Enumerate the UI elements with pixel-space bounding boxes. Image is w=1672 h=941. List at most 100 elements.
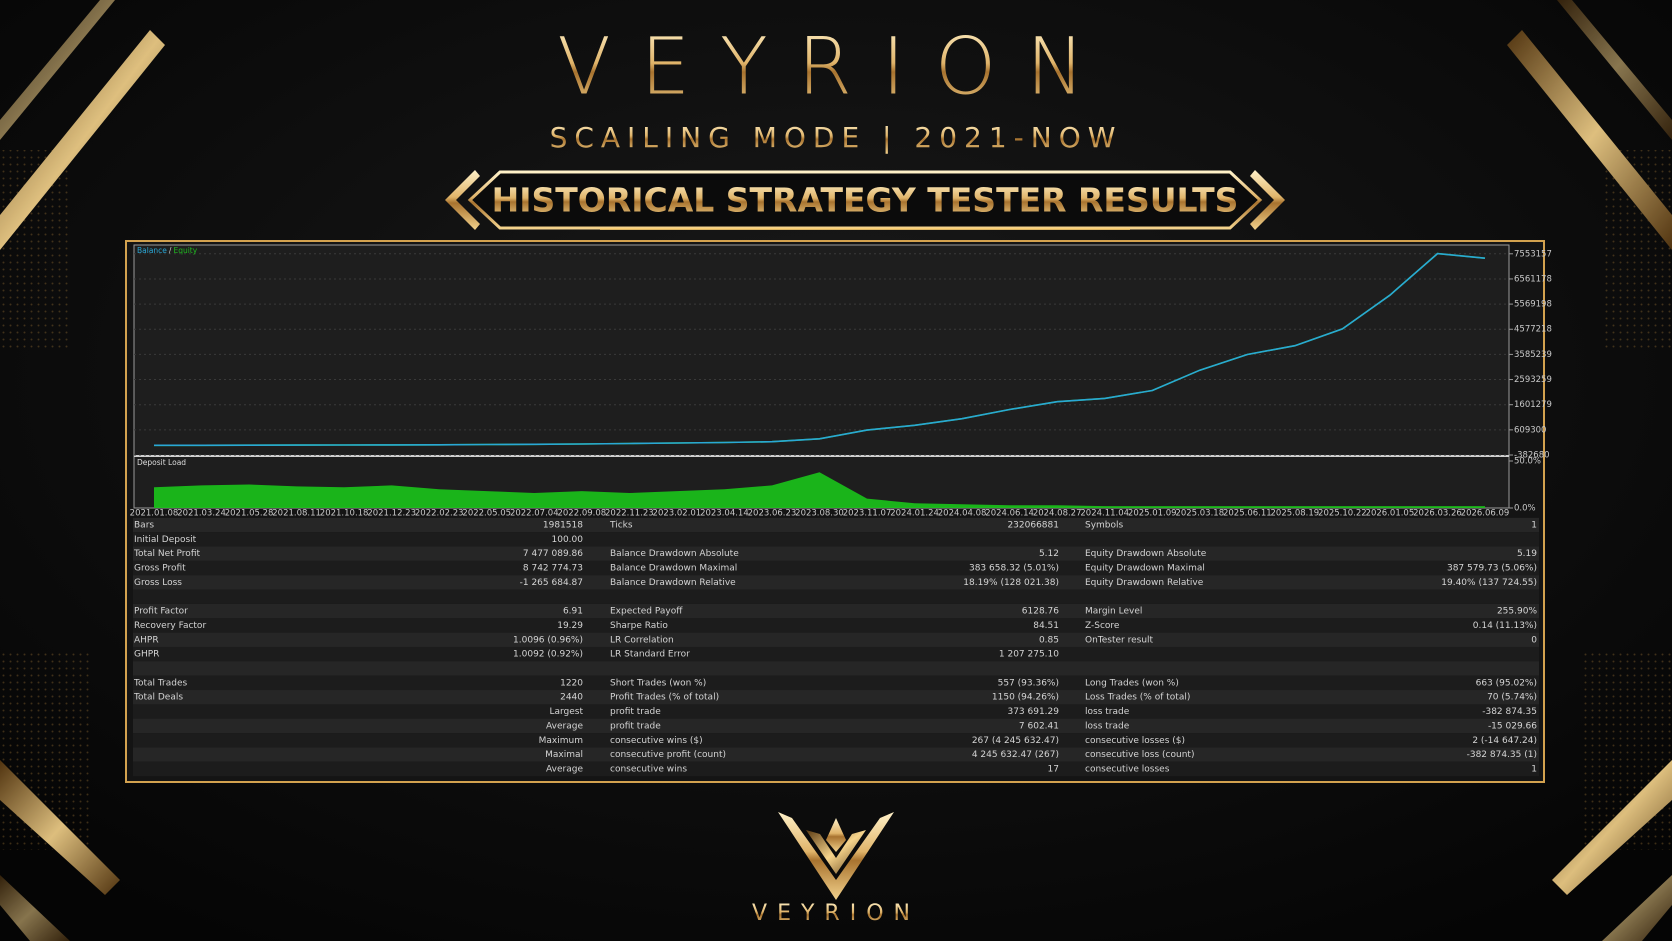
stat-label: Long Trades (won %) bbox=[1085, 678, 1179, 688]
table-row bbox=[133, 517, 1539, 533]
stats-table: Bars 1981518 Ticks 232066881 Symbols 1 Initial… bbox=[133, 517, 1539, 777]
x-tick-label: 2025.10.22 bbox=[1318, 509, 1367, 519]
stat-label: Ticks bbox=[609, 521, 633, 531]
x-tick-label: 2025.03.18 bbox=[1175, 509, 1224, 519]
stat-value: 84.51 bbox=[1033, 621, 1059, 631]
footer-logo bbox=[778, 812, 894, 900]
stat-value: 383 658.32 (5.01%) bbox=[969, 564, 1059, 574]
stat-value: 70 (5.74%) bbox=[1487, 693, 1537, 703]
stat-label: consecutive profit (count) bbox=[610, 750, 726, 760]
table-row bbox=[133, 747, 1539, 762]
stat-value: 1220 bbox=[560, 678, 583, 688]
x-tick-label: 2024.11.04 bbox=[1080, 509, 1129, 519]
x-tick-label: 2026.06.09 bbox=[1461, 509, 1510, 519]
table-spacer bbox=[133, 661, 1539, 676]
table-row bbox=[133, 704, 1539, 719]
y-tick-label: 4577218 bbox=[1514, 325, 1552, 335]
stat-value: 1150 (94.26%) bbox=[992, 693, 1059, 703]
stat-label: Gross Profit bbox=[134, 564, 186, 574]
table-row bbox=[133, 690, 1539, 705]
stat-value: 0.85 bbox=[1039, 635, 1059, 645]
stat-value: 6.91 bbox=[563, 607, 583, 617]
stat-label: Equity Drawdown Absolute bbox=[1085, 549, 1207, 559]
stat-value: 8 742 774.73 bbox=[523, 564, 583, 574]
x-tick-label: 2026.01.05 bbox=[1366, 509, 1415, 519]
stat-value: 1981518 bbox=[543, 521, 583, 531]
stat-label: Total Net Profit bbox=[133, 549, 200, 559]
stat-label: consecutive wins bbox=[610, 764, 687, 774]
stat-value: 267 (4 245 632.47) bbox=[972, 736, 1059, 746]
stat-value: 19.29 bbox=[557, 621, 583, 631]
stat-label: Gross Loss bbox=[134, 578, 182, 588]
x-tick-label: 2021.05.28 bbox=[225, 509, 274, 519]
series-line bbox=[154, 252, 1486, 447]
x-tick-label: 2026.03.26 bbox=[1413, 509, 1462, 519]
stat-label: profit trade bbox=[610, 707, 661, 717]
x-tick-label: 2021.12.23 bbox=[367, 509, 416, 519]
x-tick-label: 2024.01.24 bbox=[890, 509, 939, 519]
x-tick-label: 2023.11.07 bbox=[843, 509, 892, 519]
stat-label: Balance Drawdown Relative bbox=[610, 578, 736, 588]
y-tick-label: 2593259 bbox=[1514, 375, 1552, 385]
x-tick-label: 2022.02.23 bbox=[415, 509, 464, 519]
x-tick-label: 2023.02.01 bbox=[653, 509, 702, 519]
x-tick-label: 2022.09.08 bbox=[557, 509, 606, 519]
stat-value: 0.14 (11.13%) bbox=[1473, 621, 1537, 631]
table-row bbox=[133, 532, 1539, 547]
stat-label: Sharpe Ratio bbox=[610, 621, 668, 631]
x-tick-label: 2021.03.24 bbox=[177, 509, 226, 519]
stat-value: 5.12 bbox=[1039, 549, 1059, 559]
table-row bbox=[133, 632, 1539, 647]
stat-value: 663 (95.02%) bbox=[1476, 678, 1537, 688]
table-row bbox=[133, 618, 1539, 633]
stat-value: 2 (-14 647.24) bbox=[1472, 736, 1537, 746]
stat-value: 1 bbox=[1531, 521, 1537, 531]
stat-label: Loss Trades (% of total) bbox=[1085, 693, 1190, 703]
stat-label: Z-Score bbox=[1085, 621, 1120, 631]
x-tick-label: 2022.05.05 bbox=[462, 509, 511, 519]
x-tick-label: 2022.07.04 bbox=[510, 509, 559, 519]
y-tick-label: 3585239 bbox=[1514, 350, 1552, 360]
y-tick-label: 50.0% bbox=[1514, 457, 1541, 467]
stat-value: 18.19% (128 021.38) bbox=[963, 578, 1059, 588]
stat-label: Bars bbox=[134, 521, 154, 531]
y-tick-label: -382680 bbox=[1514, 451, 1550, 461]
stat-label: Recovery Factor bbox=[134, 621, 206, 631]
stat-label: Equity Drawdown Maximal bbox=[1085, 564, 1205, 574]
stat-value: 557 (93.36%) bbox=[998, 678, 1059, 688]
stat-value: 232066881 bbox=[1007, 521, 1059, 531]
stat-value: 4 245 632.47 (267) bbox=[972, 750, 1059, 760]
stat-value: -15 029.66 bbox=[1488, 721, 1537, 731]
deposit-load-area bbox=[154, 472, 1485, 508]
stat-label: Margin Level bbox=[1085, 607, 1142, 617]
legend-entry: Equity bbox=[173, 246, 197, 255]
y-tick-label: 609300 bbox=[1514, 425, 1546, 435]
stat-value: Average bbox=[546, 721, 583, 731]
stat-value: Maximal bbox=[545, 750, 583, 760]
stat-value: -382 874.35 (1) bbox=[1467, 750, 1537, 760]
table-row bbox=[133, 546, 1539, 561]
legend-separator: / bbox=[169, 246, 172, 255]
x-tick-label: 2024.04.08 bbox=[938, 509, 987, 519]
stat-label: GHPR bbox=[134, 650, 159, 660]
x-tick-label: 2023.06.23 bbox=[748, 509, 797, 519]
y-tick-label: 7553157 bbox=[1514, 249, 1552, 259]
table-row bbox=[133, 560, 1539, 576]
table-row bbox=[133, 718, 1539, 734]
x-tick-label: 2023.08.30 bbox=[795, 509, 844, 519]
brand-title: VEYRION bbox=[557, 23, 1114, 113]
stat-label: Expected Payoff bbox=[610, 607, 683, 617]
stat-value: 100.00 bbox=[552, 535, 584, 545]
x-tick-label: 2025.06.11 bbox=[1223, 509, 1272, 519]
y-tick-label: 5569198 bbox=[1514, 300, 1552, 310]
table-row bbox=[133, 675, 1539, 691]
stat-value: 2440 bbox=[560, 693, 583, 703]
chart: 7553157 6561178 5569198 4577218 3585239 25932… bbox=[130, 244, 1552, 519]
x-tick-label: 2024.08.27 bbox=[1033, 509, 1082, 519]
stat-label: Symbols bbox=[1085, 521, 1124, 531]
x-tick-label: 2025.01.09 bbox=[1128, 509, 1177, 519]
stat-value: Maximum bbox=[539, 736, 583, 746]
y-tick-label: 6561178 bbox=[1514, 274, 1552, 284]
stat-value: -382 874.35 bbox=[1482, 707, 1537, 717]
